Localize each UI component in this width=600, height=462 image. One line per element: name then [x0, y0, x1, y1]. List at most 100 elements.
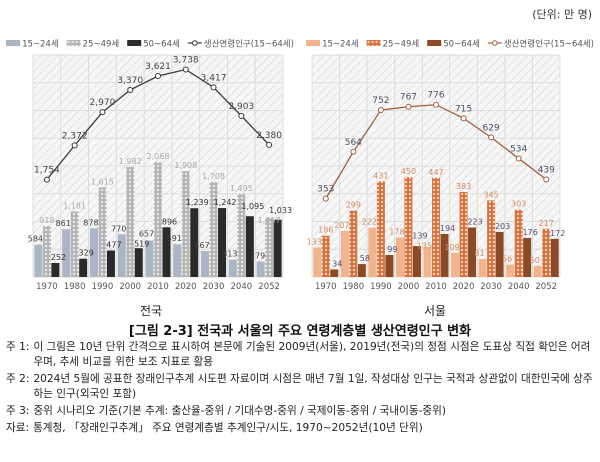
bar-value-label: 467	[194, 241, 209, 250]
bar-15~24세-1970	[313, 247, 322, 277]
bar-50~64세-2030	[218, 208, 227, 277]
bar-value-label: 1,615	[91, 177, 114, 186]
note-1: 주 1: 이 그림은 10년 단위 간격으로 표시하여 본문에 기술된 2009년…	[6, 341, 591, 368]
legend-swatch-icon	[6, 40, 21, 46]
legend-label: 25~49세	[83, 40, 120, 50]
total-point-2052	[266, 141, 273, 148]
bar-value-label: 450	[401, 167, 416, 176]
bar-50~64세-2052	[550, 238, 559, 277]
x-tick-label: 2052	[535, 282, 557, 292]
total-point-2010	[155, 73, 161, 80]
bar-value-label: 172	[550, 229, 565, 238]
legend-item: 15~24세	[6, 40, 59, 50]
x-tick-label: 2030	[203, 282, 225, 292]
bar-25~49세-1970	[321, 235, 330, 277]
bar-15~24세-2052	[256, 261, 265, 277]
bar-25~49세-1980	[349, 210, 358, 277]
bar-25~49세-1990	[98, 187, 107, 277]
total-value-label: 534	[510, 144, 527, 154]
bar-value-label: 279	[250, 252, 265, 261]
total-point-2020	[460, 115, 467, 122]
source-note: 자료: 통계청, 「장래인구추계」 주요 연령계층별 추계인구/시도, 1970~…	[6, 422, 423, 434]
total-point-2030	[210, 84, 217, 91]
bar-value-label: 58	[360, 254, 370, 263]
bar-value-label: 139	[412, 232, 427, 241]
bar-value-label: 1,067	[258, 216, 281, 225]
bar-value-label: 770	[111, 224, 126, 233]
legend-marker-icon	[191, 40, 198, 46]
bar-25~49세-2010	[154, 162, 162, 277]
bar-value-label: 99	[387, 245, 397, 254]
bar-value-label: 584	[28, 235, 43, 244]
bar-25~49세-1990	[376, 181, 385, 277]
bar-25~49세-2000	[126, 166, 135, 277]
legend-label: 생산연령인구(15~64세)	[204, 39, 294, 50]
legend-item: 생산연령인구(15~64세)	[187, 39, 294, 50]
total-value-label: 3,370	[117, 76, 143, 86]
total-point-2040	[515, 155, 522, 162]
total-value-label: 564	[345, 138, 362, 148]
x-tick-label: 1990	[92, 282, 114, 292]
total-value-label: 3,417	[201, 73, 227, 83]
bar-25~49세-2030	[487, 200, 496, 277]
x-tick-label: 2040	[231, 282, 253, 292]
x-tick-label: 2020	[453, 282, 475, 292]
bar-value-label: 329	[79, 249, 94, 258]
bar-value-label: 591	[167, 234, 182, 243]
x-tick-label: 1980	[64, 282, 86, 292]
bar-value-label: 861	[56, 219, 71, 228]
x-tick-label: 1980	[343, 282, 365, 292]
bar-value-label: 194	[440, 224, 455, 233]
x-tick-label: 1970	[36, 282, 58, 292]
legend-item: 생산연령인구(15~64세)	[487, 39, 594, 50]
legend-label: 생산연령인구(15~64세)	[504, 39, 594, 50]
bar-value-label: 313	[222, 250, 237, 259]
bar-value-label: 519	[134, 239, 149, 248]
total-point-1990	[99, 109, 106, 116]
total-point-2020	[182, 66, 189, 73]
bar-50~64세-2030	[495, 231, 504, 277]
bar-25~49세-1970	[42, 226, 51, 277]
bar-25~49세-2020	[181, 171, 190, 277]
bar-15~24세-2010	[423, 247, 432, 277]
bar-15~24세-1990	[368, 227, 377, 277]
bar-25~49세-2052	[542, 228, 551, 277]
chart-national: 15~24세 25~49세 50~64세 생산연령인구(15~64세) 1970 1980…	[6, 39, 294, 292]
total-point-1980	[71, 142, 78, 149]
total-value-label: 767	[400, 93, 417, 103]
bar-15~24세-1990	[89, 228, 98, 277]
bar-value-label: 345	[483, 190, 498, 199]
bar-value-label: 135	[417, 242, 432, 251]
bar-value-label: 918	[39, 216, 54, 225]
x-tick-label: 2040	[508, 282, 530, 292]
total-value-label: 2,970	[90, 98, 116, 108]
bar-25~49세-2020	[459, 191, 468, 277]
x-tick-label: 2020	[175, 282, 197, 292]
bar-value-label: 1,495	[230, 184, 253, 193]
x-tick-label: 2000	[119, 282, 141, 292]
note-2: 주 2: 2024년 5월에 공표한 장래인구추계 시도편 자료이며 시점은 매년…	[6, 373, 593, 400]
legend-marker-icon	[491, 40, 498, 46]
total-value-label: 439	[538, 166, 555, 176]
total-value-label: 3,621	[145, 62, 171, 72]
bar-value-label: 223	[467, 217, 482, 226]
legend-item: 50~64세	[427, 40, 480, 50]
bar-25~49세-2040	[514, 209, 523, 277]
total-value-label: 752	[372, 96, 389, 106]
bar-15~24세-2020	[451, 252, 460, 277]
bar-value-label: 1,908	[174, 161, 197, 170]
bar-15~24세-2052	[533, 265, 542, 277]
bar-15~24세-1970	[34, 244, 43, 277]
bar-value-label: 477	[106, 241, 121, 250]
bar-value-label: 81	[475, 249, 485, 258]
bar-value-label: 207	[334, 221, 349, 230]
bar-value-label: 878	[83, 218, 98, 227]
chart-seoul: 15~24세 25~49세 50~64세 생산연령인구(15~64세) 1970 1980…	[306, 39, 594, 292]
bar-value-label: 176	[523, 228, 538, 237]
bar-value-label: 50	[530, 256, 540, 265]
bar-value-label: 896	[162, 217, 177, 226]
chart-subtitle-seoul: 서울	[424, 304, 447, 318]
bar-50~64세-2020	[190, 208, 199, 277]
bar-value-label: 186	[318, 226, 333, 235]
bar-50~64세-2010	[162, 227, 171, 277]
